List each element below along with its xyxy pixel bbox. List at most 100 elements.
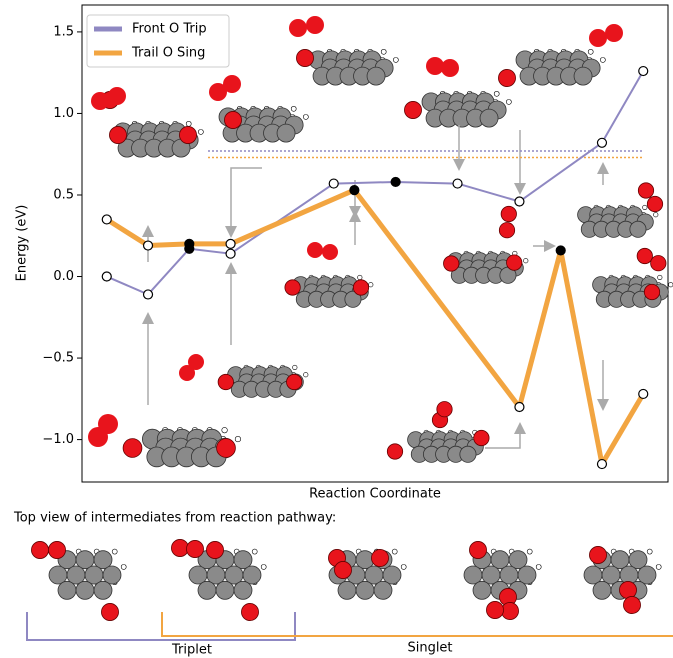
hydrogen bbox=[235, 436, 241, 442]
oxygen bbox=[223, 75, 241, 93]
hydrogen bbox=[381, 49, 386, 54]
oxygen bbox=[307, 242, 323, 258]
hydrogen bbox=[392, 549, 397, 554]
oxygen bbox=[499, 223, 514, 238]
hydrogen bbox=[186, 121, 191, 126]
carbon bbox=[593, 581, 611, 599]
oxygen bbox=[296, 49, 313, 66]
hydrogen bbox=[198, 129, 203, 134]
hydrogen bbox=[393, 57, 398, 62]
data-point bbox=[226, 239, 235, 248]
oxygen bbox=[444, 256, 459, 271]
legend-label: Front O Trip bbox=[132, 22, 207, 37]
data-point bbox=[144, 290, 153, 299]
carbon bbox=[460, 446, 476, 462]
oxygen bbox=[507, 255, 522, 270]
oxygen bbox=[306, 16, 324, 34]
singlet-label: Singlet bbox=[407, 641, 452, 656]
oxygen bbox=[486, 601, 503, 618]
oxygen bbox=[637, 248, 652, 263]
data-point bbox=[453, 179, 462, 188]
oxygen bbox=[101, 603, 118, 620]
triplet-label: Triplet bbox=[171, 643, 212, 658]
y-tick-label: 1.0 bbox=[53, 106, 74, 121]
hydrogen bbox=[252, 549, 257, 554]
carbon bbox=[216, 581, 234, 599]
hydrogen bbox=[506, 99, 511, 104]
oxygen bbox=[48, 541, 65, 558]
hydrogen bbox=[112, 549, 117, 554]
oxygen bbox=[217, 439, 236, 458]
pointer-arrow bbox=[485, 425, 520, 448]
oxygen bbox=[501, 206, 516, 221]
oxygen bbox=[171, 539, 188, 556]
oxygen bbox=[498, 69, 515, 86]
carbon bbox=[94, 581, 112, 599]
oxygen bbox=[651, 256, 666, 271]
oxygen bbox=[647, 196, 662, 211]
oxygen bbox=[123, 439, 142, 458]
y-tick-label: 0.5 bbox=[53, 187, 74, 202]
hydrogen bbox=[261, 564, 266, 569]
hydrogen bbox=[647, 549, 652, 554]
oxygen bbox=[241, 603, 258, 620]
y-tick-label: 1.5 bbox=[53, 24, 74, 39]
data-point bbox=[102, 215, 111, 224]
oxygen bbox=[387, 444, 402, 459]
data-point bbox=[515, 197, 524, 206]
data-point bbox=[639, 67, 648, 76]
data-point bbox=[515, 402, 524, 411]
oxygen bbox=[437, 402, 452, 417]
carbon bbox=[277, 124, 295, 142]
hydrogen bbox=[536, 564, 541, 569]
hydrogen bbox=[358, 275, 363, 280]
data-point bbox=[597, 138, 606, 147]
hydrogen bbox=[494, 91, 499, 96]
hydrogen bbox=[293, 365, 298, 370]
oxygen bbox=[91, 92, 109, 110]
y-axis-label: Energy (eV) bbox=[15, 205, 30, 282]
hydrogen bbox=[668, 282, 673, 287]
oxygen bbox=[644, 284, 659, 299]
oxygen bbox=[605, 24, 623, 42]
oxygen bbox=[289, 19, 307, 37]
oxygen bbox=[334, 561, 351, 578]
hydrogen bbox=[656, 564, 661, 569]
data-point bbox=[597, 460, 606, 469]
hydrogen bbox=[291, 106, 296, 111]
oxygen bbox=[322, 244, 338, 260]
hydrogen bbox=[303, 114, 308, 119]
data-point bbox=[144, 241, 153, 250]
data-point bbox=[639, 389, 648, 398]
oxygen bbox=[469, 541, 486, 558]
data-point bbox=[329, 179, 338, 188]
oxygen bbox=[441, 59, 459, 77]
hydrogen bbox=[588, 49, 593, 54]
oxygen bbox=[218, 374, 233, 389]
hydrogen bbox=[121, 564, 126, 569]
oxygen bbox=[224, 111, 241, 128]
figure: Energy (eV) Reaction Coordinate Top view… bbox=[0, 0, 673, 658]
y-tick-label: −0.5 bbox=[42, 351, 74, 366]
oxygen bbox=[188, 354, 204, 370]
y-tick-label: −1.0 bbox=[42, 432, 74, 447]
molecule-art bbox=[31, 16, 673, 621]
hydrogen bbox=[527, 549, 532, 554]
x-axis-label: Reaction Coordinate bbox=[309, 487, 441, 502]
hydrogen bbox=[401, 564, 406, 569]
oxygen bbox=[589, 546, 606, 563]
data-point bbox=[102, 272, 111, 281]
data-point bbox=[391, 177, 400, 186]
carbon bbox=[480, 109, 498, 127]
carbon bbox=[367, 67, 385, 85]
oxygen bbox=[179, 126, 196, 143]
carbon bbox=[630, 221, 646, 237]
hydrogen bbox=[222, 427, 228, 433]
hydrogen bbox=[368, 282, 373, 287]
hydrogen bbox=[303, 372, 308, 377]
data-point bbox=[350, 186, 359, 195]
hydrogen bbox=[643, 205, 648, 210]
oxygen bbox=[31, 541, 48, 558]
oxygen bbox=[206, 541, 223, 558]
oxygen bbox=[98, 414, 118, 434]
